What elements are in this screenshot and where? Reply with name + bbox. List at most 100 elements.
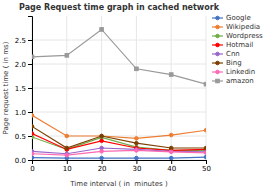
point bbox=[169, 150, 173, 154]
point bbox=[100, 156, 104, 160]
grid-line bbox=[32, 136, 206, 137]
tick: 1.5 bbox=[15, 85, 32, 93]
point bbox=[100, 134, 104, 138]
point bbox=[100, 28, 104, 32]
legend-item: Wikipedia bbox=[212, 23, 260, 31]
legend-item: amazon bbox=[212, 77, 254, 85]
point bbox=[100, 150, 104, 154]
tick-label: 1.0 bbox=[15, 109, 26, 117]
tick-label: 50 bbox=[202, 165, 211, 173]
point bbox=[135, 137, 139, 141]
legend-item: Hotmail bbox=[212, 41, 253, 49]
legend-marker bbox=[216, 79, 220, 83]
point bbox=[32, 55, 34, 59]
tick: 30 bbox=[132, 160, 141, 173]
tick-mark bbox=[171, 160, 172, 164]
legend-label: Wordpress bbox=[226, 32, 263, 40]
tick-mark bbox=[28, 40, 32, 41]
point bbox=[65, 134, 69, 138]
series-line bbox=[32, 157, 206, 159]
point bbox=[204, 155, 206, 159]
point bbox=[135, 148, 139, 152]
tick-mark bbox=[28, 136, 32, 137]
tick-label: 0.0 bbox=[15, 157, 26, 165]
grid-line bbox=[66, 16, 67, 160]
legend-label: amazon bbox=[226, 77, 254, 85]
grid-line bbox=[32, 64, 206, 65]
legend-marker bbox=[216, 25, 220, 29]
point bbox=[204, 151, 206, 155]
grid-line bbox=[32, 112, 206, 113]
tick-label: 20 bbox=[98, 165, 107, 173]
tick: 20 bbox=[98, 160, 107, 173]
tick-mark bbox=[28, 88, 32, 89]
axis-line bbox=[33, 161, 207, 165]
point bbox=[32, 152, 34, 156]
series-group bbox=[32, 28, 206, 160]
tick-mark bbox=[136, 160, 137, 164]
point bbox=[32, 156, 34, 160]
tick: 2.5 bbox=[15, 37, 32, 45]
grid-line bbox=[206, 16, 207, 160]
tick-label: 2.5 bbox=[15, 37, 26, 45]
point bbox=[100, 139, 104, 143]
point bbox=[100, 134, 104, 138]
legend-label: Wikipedia bbox=[226, 23, 260, 31]
grid-line bbox=[32, 40, 206, 41]
series-line bbox=[32, 29, 206, 84]
legend-marker bbox=[216, 52, 220, 56]
tick: 50 bbox=[202, 160, 211, 173]
tick-label: 0 bbox=[30, 165, 34, 173]
point bbox=[135, 67, 139, 71]
point bbox=[204, 128, 206, 132]
legend-label: Hotmail bbox=[226, 41, 253, 49]
x-axis: 0 10 20 30 40 50 bbox=[30, 160, 211, 173]
series-line bbox=[32, 126, 206, 148]
title: Page Request time graph in cached networ… bbox=[19, 3, 220, 12]
tick: 0.5 bbox=[15, 133, 32, 141]
legend-label: Google bbox=[226, 14, 251, 22]
legend-marker bbox=[216, 70, 220, 74]
point bbox=[169, 73, 173, 77]
tick-label: 1.5 bbox=[15, 85, 26, 93]
legend-label: Bing bbox=[226, 59, 242, 67]
legend-label: Linkedin bbox=[226, 68, 255, 76]
legend-item: Cnn bbox=[212, 50, 240, 58]
legend-item: Bing bbox=[212, 59, 242, 67]
tick: 2.0 bbox=[15, 61, 32, 69]
point bbox=[169, 156, 173, 160]
legend-item: Google bbox=[212, 14, 251, 22]
plot-area: 0 10 20 30 40 50 0.0 0.5 1.0 1.5 2.0 2.5 bbox=[15, 16, 211, 173]
legend-item: Wordpress bbox=[212, 32, 263, 40]
axis-line bbox=[28, 17, 33, 161]
point bbox=[204, 150, 206, 154]
legend-label: Cnn bbox=[226, 50, 240, 58]
tick-mark bbox=[28, 112, 32, 113]
point bbox=[169, 146, 173, 150]
point bbox=[169, 150, 173, 154]
legend-marker bbox=[216, 34, 220, 38]
series-line bbox=[32, 150, 206, 155]
chart: 0 10 20 30 40 50 0.0 0.5 1.0 1.5 2.0 2.5 Page Reques… bbox=[0, 0, 266, 190]
point bbox=[204, 82, 206, 86]
legend-marker bbox=[216, 61, 220, 65]
tick-label: 30 bbox=[132, 165, 141, 173]
legend-marker bbox=[216, 16, 220, 20]
series-line bbox=[32, 115, 206, 138]
tick: 1.0 bbox=[15, 109, 32, 117]
tick: 0.0 bbox=[15, 157, 32, 165]
point bbox=[169, 133, 173, 137]
grid bbox=[32, 16, 206, 160]
legend: GoogleWikipediaWordpressHotmailCnnBingLi… bbox=[212, 14, 263, 85]
grid-line bbox=[171, 16, 172, 160]
tick-mark bbox=[206, 160, 207, 164]
x-axis-title: Time interval ( in minutes ) bbox=[69, 180, 168, 188]
tick-mark bbox=[28, 64, 32, 65]
tick: 40 bbox=[167, 160, 176, 173]
tick-mark bbox=[67, 160, 68, 164]
tick: 10 bbox=[63, 160, 72, 173]
point bbox=[32, 125, 34, 129]
point bbox=[32, 132, 34, 136]
tick-mark bbox=[28, 160, 32, 161]
point bbox=[135, 141, 139, 145]
